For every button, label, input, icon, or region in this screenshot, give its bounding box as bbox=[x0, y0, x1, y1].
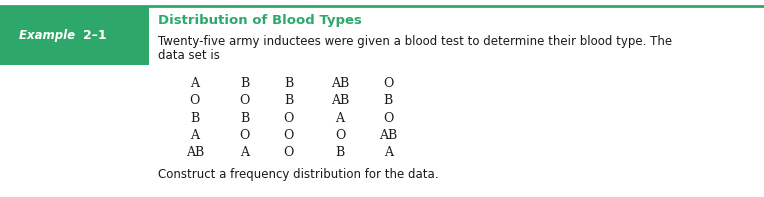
Text: O: O bbox=[239, 94, 250, 107]
Text: AB: AB bbox=[379, 129, 397, 142]
Text: O: O bbox=[239, 129, 250, 142]
Text: Example: Example bbox=[19, 29, 79, 42]
Text: O: O bbox=[189, 94, 200, 107]
Text: B: B bbox=[240, 77, 249, 90]
Text: O: O bbox=[335, 129, 345, 142]
Text: B: B bbox=[384, 94, 393, 107]
Text: O: O bbox=[383, 112, 393, 125]
Text: B: B bbox=[335, 146, 345, 159]
Text: O: O bbox=[383, 77, 393, 90]
FancyBboxPatch shape bbox=[0, 6, 149, 65]
Text: O: O bbox=[283, 129, 294, 142]
Text: A: A bbox=[190, 77, 199, 90]
Text: AB: AB bbox=[331, 77, 349, 90]
Text: A: A bbox=[190, 129, 199, 142]
Text: AB: AB bbox=[186, 146, 204, 159]
Text: B: B bbox=[240, 112, 249, 125]
Text: Twenty-five army inductees were given a blood test to determine their blood type: Twenty-five army inductees were given a … bbox=[158, 35, 672, 48]
Text: A: A bbox=[384, 146, 393, 159]
Text: O: O bbox=[283, 112, 294, 125]
Text: B: B bbox=[284, 77, 293, 90]
Text: A: A bbox=[240, 146, 249, 159]
Text: B: B bbox=[284, 94, 293, 107]
Text: A: A bbox=[335, 112, 345, 125]
Text: Distribution of Blood Types: Distribution of Blood Types bbox=[158, 14, 362, 27]
Text: 2–1: 2–1 bbox=[83, 29, 106, 42]
Text: O: O bbox=[283, 146, 294, 159]
Text: data set is: data set is bbox=[158, 49, 220, 62]
Text: Construct a frequency distribution for the data.: Construct a frequency distribution for t… bbox=[158, 168, 439, 181]
Text: B: B bbox=[190, 112, 199, 125]
Text: AB: AB bbox=[331, 94, 349, 107]
